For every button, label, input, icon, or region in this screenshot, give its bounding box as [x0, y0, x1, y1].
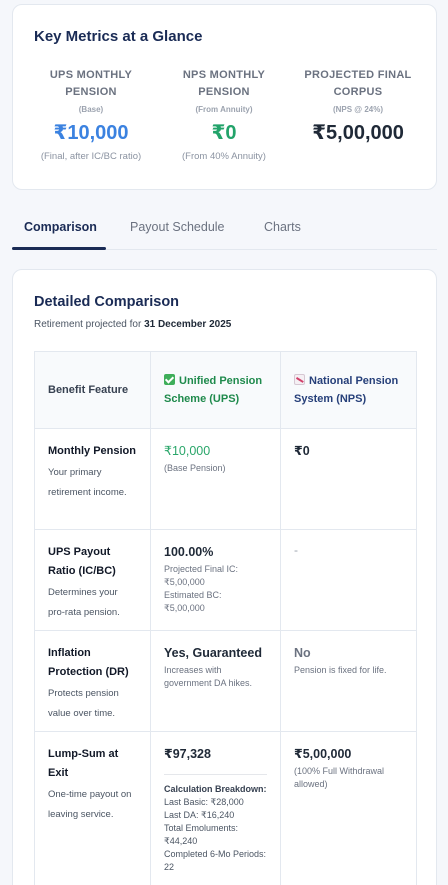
- feature-cell: Inflation Protection (DR) Protects pensi…: [34, 630, 151, 732]
- note-line: ₹5,00,000: [164, 603, 205, 613]
- metric-sub: (From Annuity): [195, 105, 253, 114]
- metric-label: PROJECTED FINAL CORPUS: [304, 69, 412, 98]
- detailed-comparison-card: Detailed Comparison Retirement projected…: [12, 269, 437, 885]
- nps-cell: No Pension is fixed for life.: [280, 630, 417, 732]
- metric-label: NPS MONTHLY PENSION: [182, 69, 266, 98]
- ups-value: ₹10,000: [164, 444, 211, 458]
- ups-value: Yes, Guaranteed: [164, 646, 262, 660]
- table-header-row: Benefit Feature Unified Pension Scheme (…: [34, 351, 417, 429]
- ups-value: 100.00%: [164, 545, 214, 559]
- nps-value: ₹0: [294, 444, 310, 458]
- metric-label: UPS MONTHLY PENSION: [49, 69, 133, 98]
- feature-cell: UPS Payout Ratio (IC/BC) Determines your…: [34, 529, 151, 631]
- nps-cell: ₹5,00,000 (100% Full Withdrawal allowed): [280, 731, 417, 885]
- tab-payout-schedule[interactable]: Payout Schedule: [130, 220, 225, 234]
- breakdown-line: Total Emoluments: ₹44,240: [164, 823, 239, 846]
- nps-value: No: [294, 646, 311, 660]
- tab-bar: Comparison Payout Schedule Charts: [12, 207, 437, 250]
- ups-value: ₹97,328: [164, 747, 211, 761]
- metric-note: (Final, after IC/BC ratio): [40, 151, 142, 162]
- metric-ups-monthly-pension: UPS MONTHLY PENSION (Base) ₹10,000 (Fina…: [27, 67, 155, 162]
- metric-sub: (Base): [78, 105, 104, 114]
- feature-desc: Your primary retirement income.: [48, 467, 127, 498]
- metric-sub: (NPS @ 24%): [332, 105, 384, 114]
- metric-value: ₹5,00,000: [312, 122, 404, 144]
- ups-cell: ₹97,328 Calculation Breakdown: Last Basi…: [150, 731, 281, 885]
- metrics-title: Key Metrics at a Glance: [34, 28, 203, 45]
- feature-title: UPS Payout Ratio (IC/BC): [48, 546, 116, 577]
- breakdown-title: Calculation Breakdown:: [164, 784, 267, 794]
- ups-note: (Base Pension): [164, 463, 226, 473]
- comparison-subtitle: Retirement projected for 31 December 202…: [34, 319, 231, 330]
- calculation-breakdown: Calculation Breakdown: Last Basic: ₹28,0…: [164, 774, 267, 874]
- breakdown-line: Completed 6-Mo Periods: 22: [164, 849, 267, 872]
- retirement-date: 31 December 2025: [144, 319, 232, 330]
- check-mark-icon: [164, 374, 175, 385]
- ups-note: Projected Final IC: ₹5,00,000 Estimated …: [164, 563, 267, 615]
- breakdown-line: Last Basic: ₹28,000: [164, 797, 244, 807]
- nps-value: -: [294, 543, 298, 557]
- feature-desc: Protects pension value over time.: [48, 688, 119, 719]
- metric-value: ₹10,000: [53, 122, 129, 144]
- table-row: Lump-Sum at Exit One-time payout on leav…: [34, 731, 417, 885]
- comparison-table: Benefit Feature Unified Pension Scheme (…: [34, 351, 417, 885]
- note-line: Projected Final IC:: [164, 564, 239, 574]
- feature-cell: Lump-Sum at Exit One-time payout on leav…: [34, 731, 151, 885]
- metric-nps-monthly-pension: NPS MONTHLY PENSION (From Annuity) ₹0 (F…: [160, 67, 288, 162]
- table-row: UPS Payout Ratio (IC/BC) Determines your…: [34, 529, 417, 631]
- ups-cell: ₹10,000 (Base Pension): [150, 428, 281, 530]
- nps-note: Pension is fixed for life.: [294, 665, 387, 675]
- ups-note: Increases with government DA hikes.: [164, 665, 253, 688]
- nps-value: ₹5,00,000: [294, 747, 352, 761]
- metric-value: ₹0: [211, 122, 237, 144]
- comparison-title: Detailed Comparison: [34, 294, 180, 310]
- nps-note: (100% Full Withdrawal allowed): [294, 766, 385, 789]
- header-nps: National Pension System (NPS): [280, 351, 417, 429]
- table-row: Inflation Protection (DR) Protects pensi…: [34, 630, 417, 732]
- feature-desc: One-time payout on leaving service.: [48, 789, 132, 820]
- table-row: Monthly Pension Your primary retirement …: [34, 428, 417, 530]
- note-line: Estimated BC:: [164, 590, 222, 600]
- ups-cell: 100.00% Projected Final IC: ₹5,00,000 Es…: [150, 529, 281, 631]
- metric-note: (From 40% Annuity): [182, 151, 266, 162]
- feature-title: Lump-Sum at Exit: [48, 748, 119, 779]
- nps-cell: -: [280, 529, 417, 631]
- note-line: ₹5,00,000: [164, 577, 205, 587]
- nps-cell: ₹0: [280, 428, 417, 530]
- header-benefit-feature: Benefit Feature: [34, 351, 151, 429]
- header-ups: Unified Pension Scheme (UPS): [150, 351, 281, 429]
- header-ups-label: Unified Pension Scheme (UPS): [164, 375, 263, 405]
- tab-charts[interactable]: Charts: [264, 220, 301, 234]
- header-nps-label: National Pension System (NPS): [294, 375, 399, 405]
- subtitle-prefix: Retirement projected for: [34, 319, 142, 330]
- breakdown-line: Last DA: ₹16,240: [164, 810, 235, 820]
- active-tab-indicator: [12, 247, 106, 250]
- key-metrics-card: Key Metrics at a Glance UPS MONTHLY PENS…: [12, 4, 437, 190]
- tab-comparison[interactable]: Comparison: [24, 220, 97, 234]
- metric-projected-final-corpus: PROJECTED FINAL CORPUS (NPS @ 24%) ₹5,00…: [294, 67, 422, 145]
- chart-decreasing-icon: [294, 374, 305, 385]
- ups-cell: Yes, Guaranteed Increases with governmen…: [150, 630, 281, 732]
- feature-cell: Monthly Pension Your primary retirement …: [34, 428, 151, 530]
- feature-title: Monthly Pension: [48, 445, 136, 457]
- feature-title: Inflation Protection (DR): [48, 647, 129, 678]
- feature-desc: Determines your pro-rata pension.: [48, 587, 120, 618]
